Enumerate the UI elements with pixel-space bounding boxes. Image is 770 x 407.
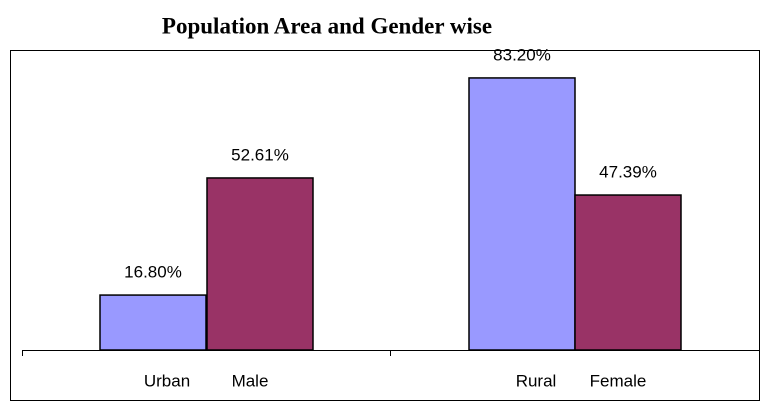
bar [574, 194, 682, 351]
bar [99, 294, 207, 351]
chart-title: Population Area and Gender wise [162, 13, 492, 38]
x-tick-label: Urban [144, 371, 190, 390]
x-tick-label: Female [590, 371, 647, 390]
x-tick-label: Male [232, 371, 269, 390]
chart-frame [10, 50, 760, 401]
bar [468, 77, 576, 351]
data-label: 52.61% [231, 145, 289, 164]
data-label: 16.80% [124, 263, 182, 282]
bar [206, 177, 314, 351]
x-tick-label: Rural [516, 371, 557, 390]
data-label: 83.20% [493, 45, 551, 64]
data-label: 47.39% [599, 163, 657, 182]
